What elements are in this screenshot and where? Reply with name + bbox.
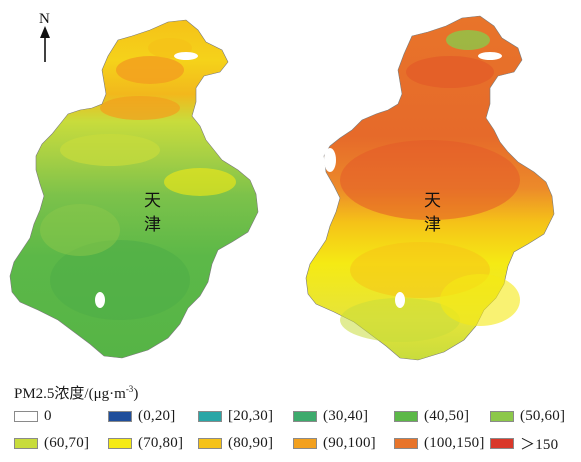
legend-label-9: (90,100] [323, 434, 376, 451]
legend-item-3: (30,40] [293, 405, 368, 427]
legend-title: PM2.5浓度/(μg·m-3) [14, 382, 138, 403]
legend-swatch-9 [293, 437, 317, 449]
right-city-label-1: 天 [424, 191, 441, 211]
legend-label-4: (40,50] [424, 407, 470, 424]
right-patch-yellow-2 [440, 274, 520, 326]
left-patch-lime [60, 134, 160, 166]
legend-label-1: (0,20] [138, 407, 176, 424]
north-label: N [39, 11, 50, 27]
right-patch-orange [406, 56, 494, 88]
legend-title-suffix: ) [133, 386, 139, 402]
right-city-label-2: 津 [424, 215, 441, 235]
legend-label-10: (100,150] [424, 434, 485, 451]
legend-label-3: (30,40] [323, 407, 369, 424]
legend-row-1: 0 (0,20] [20,30] (30,40] (40,50] (50,60] [0, 405, 581, 427]
legend-swatch-11 [490, 437, 514, 449]
legend-item-2: [20,30] [198, 405, 273, 427]
legend-label-7: (70,80] [138, 434, 184, 451]
legend-item-8: (80,90] [198, 432, 273, 454]
legend-title-superscript: -3 [125, 384, 134, 394]
right-patch-green [446, 30, 490, 50]
right-patch-white-2 [324, 148, 336, 172]
legend-label-8: (80,90] [228, 434, 274, 451]
left-city-label-1: 天 [144, 191, 161, 211]
legend-swatch-1 [108, 410, 132, 422]
left-patch-green [50, 240, 190, 320]
legend-row-2: (60,70] (70,80] (80,90] (90,100] (100,15… [0, 432, 581, 454]
legend-swatch-4 [394, 410, 418, 422]
legend-title-text: PM2.5浓度/(μg·m [14, 386, 126, 402]
legend-swatch-6 [14, 437, 38, 449]
legend-item-5: (50,60] [490, 405, 565, 427]
legend-item-6: (60,70] [14, 432, 89, 454]
left-patch-green-2 [40, 204, 120, 256]
right-patch-white-3 [395, 292, 405, 308]
left-patch-orange-2 [100, 96, 180, 120]
map-area: 天 津 天 津 N [9, 11, 555, 361]
legend-label-0: 0 [44, 407, 52, 424]
legend-label-5: (50,60] [520, 407, 566, 424]
left-patch-white [174, 52, 198, 60]
left-city-label-2: 津 [144, 215, 161, 235]
legend-item-11: ＞150 [490, 432, 558, 454]
right-map: 天 津 [305, 15, 555, 361]
legend-swatch-5 [490, 410, 514, 422]
legend-item-7: (70,80] [108, 432, 183, 454]
legend-swatch-8 [198, 437, 222, 449]
legend-swatch-3 [293, 410, 317, 422]
legend-item-4: (40,50] [394, 405, 469, 427]
legend-item-10: (100,150] [394, 432, 485, 454]
left-patch-yellow-2 [164, 168, 236, 196]
legend-swatch-0 [14, 410, 38, 422]
left-patch-orange [116, 56, 184, 84]
left-map: 天 津 [9, 19, 259, 359]
legend-item-1: (0,20] [108, 405, 175, 427]
legend-label-11: ＞150 [520, 436, 559, 453]
right-patch-white [478, 52, 502, 60]
north-arrow [40, 26, 50, 62]
legend-item-9: (90,100] [293, 432, 376, 454]
legend-label-2: [20,30] [228, 407, 274, 424]
left-patch-white-2 [95, 292, 105, 308]
right-patch-orange-2 [340, 140, 520, 220]
legend-item-0: 0 [14, 405, 52, 427]
legend-swatch-2 [198, 410, 222, 422]
legend-swatch-10 [394, 437, 418, 449]
map-canvas: 天 津 天 津 N [9, 11, 555, 361]
legend-label-6: (60,70] [44, 434, 90, 451]
legend-swatch-7 [108, 437, 132, 449]
right-patch-lime [340, 298, 460, 342]
